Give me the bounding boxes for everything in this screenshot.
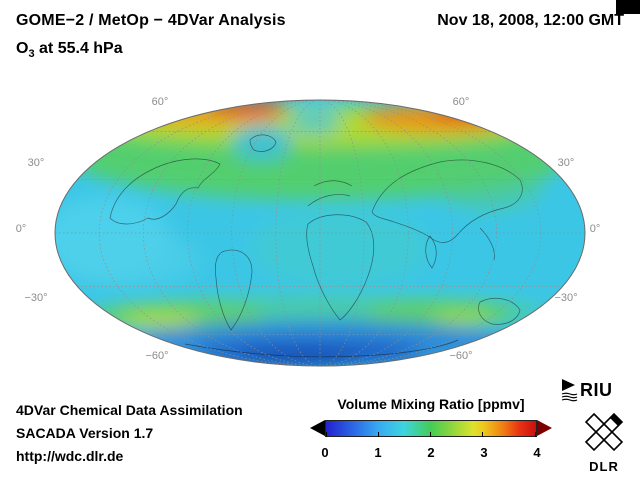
- lat-label-30s-right: −30°: [554, 292, 577, 304]
- colorbar-tick: [535, 432, 536, 437]
- graticule: [55, 100, 585, 366]
- riu-logo-text: RIU: [580, 379, 613, 400]
- lat-label-60s-right: −60°: [449, 350, 472, 362]
- colorbar-gradient: [325, 420, 537, 437]
- riu-logo-mark: [561, 379, 578, 402]
- colorbar-tick: [482, 432, 483, 437]
- lat-label-60n-right: 60°: [453, 96, 470, 108]
- graticule-labels: 60° 60° 30° 30° 0° 0° −30° −30° −60° −60…: [16, 96, 601, 362]
- lat-label-60n-left: 60°: [152, 96, 169, 108]
- plot-title: GOME−2 / MetOp − 4DVar Analysis: [16, 12, 286, 29]
- lat-label-60s-left: −60°: [145, 350, 168, 362]
- riu-logo: RIU: [560, 377, 632, 403]
- tick-label-0: 0: [321, 445, 329, 460]
- colorbar-over-arrow: [537, 420, 552, 436]
- lat-label-30n-left: 30°: [28, 157, 45, 169]
- lat-label-30s-left: −30°: [24, 292, 47, 304]
- colorbar-under-arrow: [310, 420, 325, 436]
- footer-assimilation-label: 4DVar Chemical Data Assimilation: [16, 402, 243, 418]
- lat-label-eq-right: 0°: [590, 223, 601, 235]
- colorbar-tick: [378, 432, 379, 437]
- dlr-logo-text: DLR: [589, 459, 619, 474]
- lat-label-30n-right: 30°: [558, 157, 575, 169]
- colorbar-tick: [326, 432, 327, 437]
- tick-label-2: 2: [427, 445, 435, 460]
- footer-url: http://wdc.dlr.de: [16, 448, 124, 464]
- map-outline: [54, 99, 586, 367]
- species-symbol: O: [16, 40, 29, 57]
- window-corner-box: [616, 0, 640, 14]
- plot-datetime: Nov 18, 2008, 12:00 GMT: [437, 12, 624, 29]
- legend-title: Volume Mixing Ratio [ppmv]: [337, 396, 525, 412]
- species-subscript: 3: [28, 48, 35, 61]
- footer-version-label: SACADA Version 1.7: [16, 425, 154, 441]
- world-map: 60° 60° 30° 30° 0° 0° −30° −30° −60° −60…: [16, 96, 601, 367]
- lat-label-eq-left: 0°: [16, 223, 27, 235]
- tick-label-3: 3: [480, 445, 488, 460]
- plot-subtitle: O3 at 55.4 hPa: [16, 40, 123, 60]
- colorbar-tick-labels: 0 1 2 3 4: [321, 445, 541, 461]
- dlr-logo: DLR: [576, 408, 632, 474]
- pressure-level: at 55.4 hPa: [34, 40, 123, 57]
- tick-label-1: 1: [374, 445, 382, 460]
- tick-label-4: 4: [533, 445, 541, 460]
- dlr-logo-mark: [584, 412, 624, 452]
- colorbar: [310, 420, 552, 437]
- colorbar-tick: [430, 432, 431, 437]
